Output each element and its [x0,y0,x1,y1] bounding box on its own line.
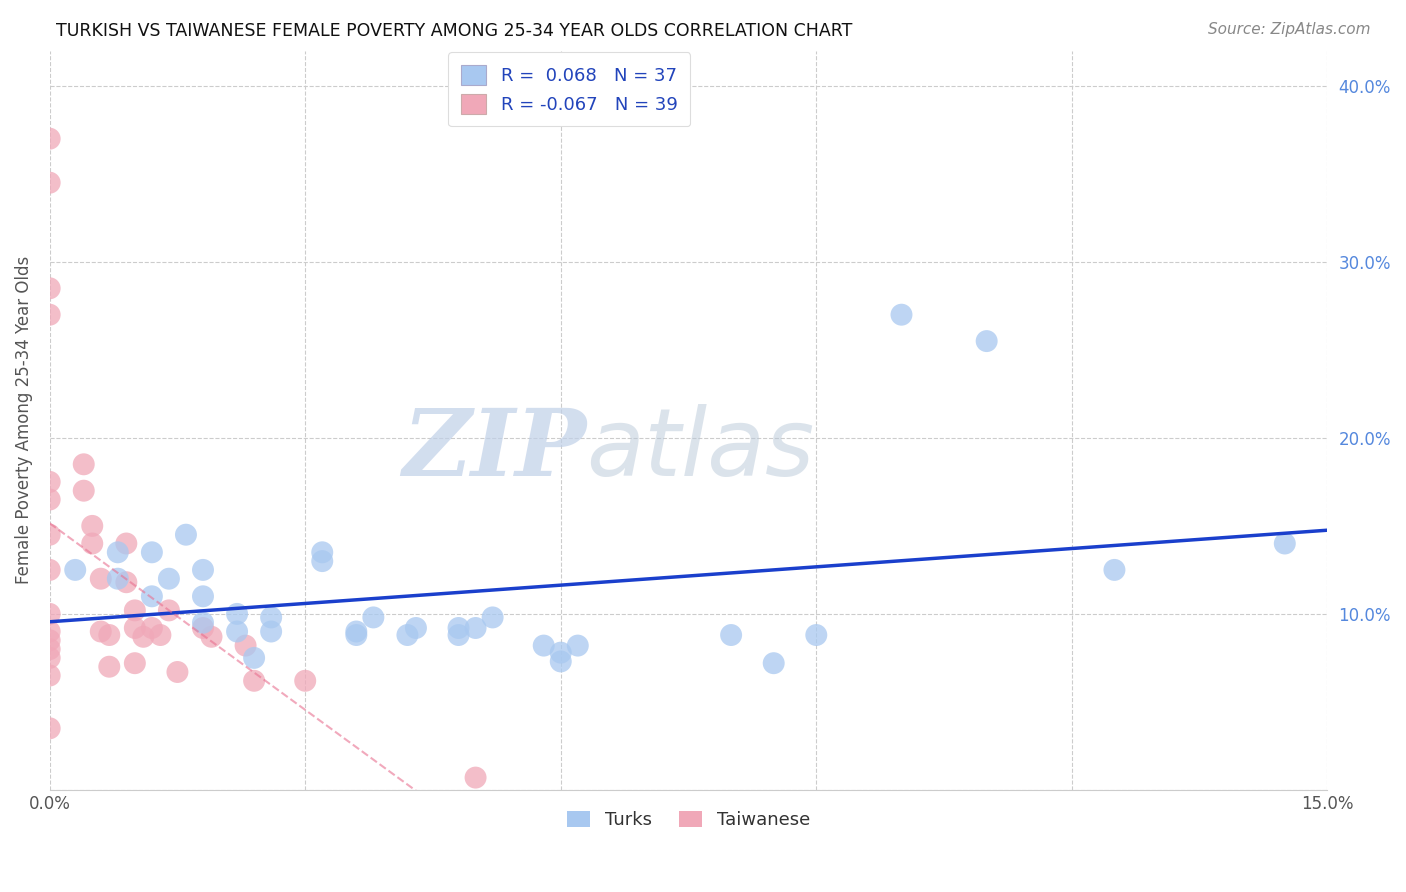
Text: ZIP: ZIP [402,405,586,495]
Point [38,624,60,639]
Point [98,659,121,673]
Point [124,603,146,617]
Point [363,610,385,624]
Point [124,621,146,635]
Point [762,656,785,670]
Point [149,628,172,642]
Point [141,545,163,559]
Point [976,334,998,348]
Point [243,651,266,665]
Point [1104,563,1126,577]
Point [98,628,121,642]
Point [243,673,266,688]
Point [82,519,104,533]
Point [174,527,197,541]
Point [550,655,572,669]
Text: atlas: atlas [586,404,814,495]
Point [82,536,104,550]
Point [396,628,419,642]
Point [73,483,96,498]
Point [890,308,912,322]
Point [38,527,60,541]
Point [447,628,470,642]
Y-axis label: Female Poverty Among 25-34 Year Olds: Female Poverty Among 25-34 Year Olds [15,256,32,584]
Point [191,615,214,630]
Point [90,624,112,639]
Point [157,572,180,586]
Point [132,630,155,644]
Point [447,621,470,635]
Point [38,607,60,621]
Point [38,668,60,682]
Point [344,624,367,639]
Point [200,630,222,644]
Point [157,603,180,617]
Text: Source: ZipAtlas.com: Source: ZipAtlas.com [1208,22,1371,37]
Point [464,621,486,635]
Point [226,607,249,621]
Point [124,656,146,670]
Point [38,176,60,190]
Point [806,628,828,642]
Point [311,545,333,559]
Legend: Turks, Taiwanese: Turks, Taiwanese [560,804,817,837]
Point [567,639,589,653]
Point [294,673,316,688]
Point [38,131,60,145]
Point [235,639,257,653]
Point [720,628,742,642]
Point [115,536,138,550]
Point [107,545,129,559]
Point [550,646,572,660]
Point [38,642,60,657]
Point [311,554,333,568]
Text: TURKISH VS TAIWANESE FEMALE POVERTY AMONG 25-34 YEAR OLDS CORRELATION CHART: TURKISH VS TAIWANESE FEMALE POVERTY AMON… [56,22,852,40]
Point [38,563,60,577]
Point [141,590,163,604]
Point [166,665,188,679]
Point [73,458,96,472]
Point [1274,536,1296,550]
Point [141,621,163,635]
Point [405,621,427,635]
Point [38,633,60,648]
Point [533,639,555,653]
Point [481,610,503,624]
Point [38,308,60,322]
Point [344,628,367,642]
Point [38,492,60,507]
Point [464,771,486,785]
Point [107,572,129,586]
Point [260,610,283,624]
Point [65,563,87,577]
Point [191,621,214,635]
Point [115,575,138,590]
Point [226,624,249,639]
Point [90,572,112,586]
Point [38,651,60,665]
Point [38,475,60,489]
Point [191,590,214,604]
Point [260,624,283,639]
Point [191,563,214,577]
Point [38,281,60,295]
Point [38,721,60,735]
